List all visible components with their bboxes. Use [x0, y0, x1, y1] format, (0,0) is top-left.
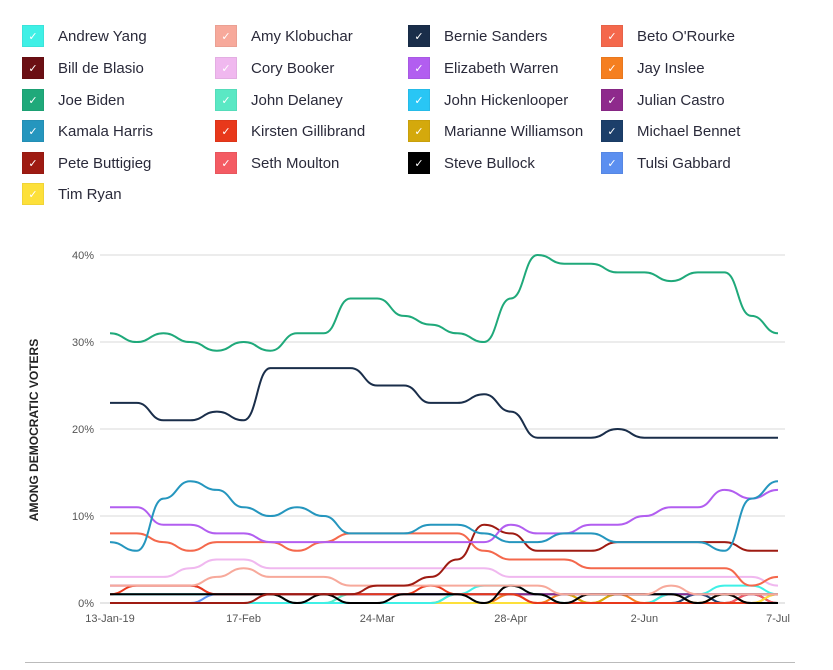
- legend-item[interactable]: ✓ Michael Bennet: [601, 120, 740, 142]
- checkbox-icon[interactable]: ✓: [408, 152, 430, 174]
- checkbox-icon[interactable]: ✓: [215, 57, 237, 79]
- checkbox-icon[interactable]: ✓: [215, 25, 237, 47]
- checkbox-icon[interactable]: ✓: [215, 152, 237, 174]
- series-line-joe-biden[interactable]: [109, 254, 779, 352]
- legend-item[interactable]: ✓ Seth Moulton: [215, 152, 339, 174]
- legend-item[interactable]: ✓ Joe Biden: [22, 89, 125, 111]
- checkbox-icon[interactable]: ✓: [215, 120, 237, 142]
- checkbox-icon[interactable]: ✓: [408, 120, 430, 142]
- legend-label: Marianne Williamson: [444, 122, 584, 140]
- legend-label: Steve Bullock: [444, 154, 535, 172]
- series-line-pete-buttigieg[interactable]: [110, 523, 778, 604]
- x-tick-label: 24-Mar: [360, 613, 395, 625]
- series-line-bernie-sanders[interactable]: [109, 367, 778, 439]
- legend-item[interactable]: ✓ Elizabeth Warren: [408, 57, 559, 79]
- legend-item[interactable]: ✓ Andrew Yang: [22, 25, 147, 47]
- legend-item[interactable]: ✓ Tim Ryan: [22, 183, 122, 205]
- series-line-steve-bullock[interactable]: [110, 584, 778, 604]
- checkbox-icon[interactable]: ✓: [22, 25, 44, 47]
- y-tick-label: 30%: [72, 337, 94, 349]
- x-tick-label: 7-Jul: [766, 613, 790, 625]
- checkbox-icon[interactable]: ✓: [22, 152, 44, 174]
- legend-label: Andrew Yang: [58, 27, 147, 45]
- x-tick-label: 17-Feb: [226, 613, 261, 625]
- checkbox-icon[interactable]: ✓: [22, 183, 44, 205]
- legend-label: Pete Buttigieg: [58, 154, 152, 172]
- bottom-divider: [25, 662, 795, 663]
- legend-item[interactable]: ✓ Marianne Williamson: [408, 120, 583, 142]
- legend-label: Joe Biden: [58, 91, 125, 109]
- legend-label: Tim Ryan: [58, 185, 122, 203]
- series-line-elizabeth-warren[interactable]: [110, 488, 779, 544]
- legend-item[interactable]: ✓ Bernie Sanders: [408, 25, 547, 47]
- series-line-kamala-harris[interactable]: [109, 480, 779, 552]
- legend-label: Amy Klobuchar: [251, 27, 353, 45]
- x-tick-label: 13-Jan-19: [85, 613, 135, 625]
- legend-item[interactable]: ✓ Beto O'Rourke: [601, 25, 735, 47]
- y-axis-title: AMONG DEMOCRATIC VOTERS: [27, 339, 41, 521]
- y-tick-label: 10%: [72, 511, 94, 523]
- legend-label: Julian Castro: [637, 91, 725, 109]
- legend-label: Kirsten Gillibrand: [251, 122, 366, 140]
- legend-item[interactable]: ✓ Amy Klobuchar: [215, 25, 353, 47]
- series-line-beto-o-rourke[interactable]: [110, 532, 779, 587]
- series-line-amy-klobuchar[interactable]: [109, 567, 778, 596]
- checkbox-icon[interactable]: ✓: [408, 57, 430, 79]
- legend-label: Kamala Harris: [58, 122, 154, 140]
- legend-label: Seth Moulton: [251, 154, 340, 172]
- y-tick-label: 20%: [72, 424, 94, 436]
- legend-item[interactable]: ✓ Cory Booker: [215, 57, 334, 79]
- legend-item[interactable]: ✓ Julian Castro: [601, 89, 725, 111]
- legend-label: Elizabeth Warren: [444, 59, 559, 77]
- legend-label: Bernie Sanders: [444, 27, 548, 45]
- checkbox-icon[interactable]: ✓: [601, 120, 623, 142]
- x-tick-label: 2-Jun: [631, 613, 659, 625]
- checkbox-icon[interactable]: ✓: [22, 120, 44, 142]
- y-tick-label: 40%: [72, 250, 94, 262]
- checkbox-icon[interactable]: ✓: [601, 57, 623, 79]
- legend-label: Michael Bennet: [637, 122, 741, 140]
- legend-item[interactable]: ✓ Steve Bullock: [408, 152, 535, 174]
- legend-item[interactable]: ✓ Jay Inslee: [601, 57, 705, 79]
- checkbox-icon[interactable]: ✓: [408, 25, 430, 47]
- legend-item[interactable]: ✓ John Delaney: [215, 89, 343, 111]
- series-line-cory-booker[interactable]: [110, 558, 779, 587]
- checkbox-icon[interactable]: ✓: [22, 57, 44, 79]
- legend-label: Cory Booker: [251, 59, 335, 77]
- x-tick-label: 28-Apr: [494, 613, 527, 625]
- checkbox-icon[interactable]: ✓: [601, 152, 623, 174]
- legend-item[interactable]: ✓ Tulsi Gabbard: [601, 152, 731, 174]
- checkbox-icon[interactable]: ✓: [215, 89, 237, 111]
- legend-label: Beto O'Rourke: [637, 27, 735, 45]
- checkbox-icon[interactable]: ✓: [22, 89, 44, 111]
- checkbox-icon[interactable]: ✓: [601, 89, 623, 111]
- legend-item[interactable]: ✓ Bill de Blasio: [22, 57, 144, 79]
- legend-label: John Delaney: [251, 91, 343, 109]
- legend-label: Bill de Blasio: [58, 59, 144, 77]
- legend-item[interactable]: ✓ Pete Buttigieg: [22, 152, 151, 174]
- legend-item[interactable]: ✓ John Hickenlooper: [408, 89, 568, 111]
- legend-label: Jay Inslee: [637, 59, 705, 77]
- legend-label: Tulsi Gabbard: [637, 154, 731, 172]
- checkbox-icon[interactable]: ✓: [601, 25, 623, 47]
- y-tick-label: 0%: [78, 598, 94, 610]
- legend-item[interactable]: ✓ Kamala Harris: [22, 120, 153, 142]
- checkbox-icon[interactable]: ✓: [408, 89, 430, 111]
- legend-item[interactable]: ✓ Kirsten Gillibrand: [215, 120, 365, 142]
- legend-label: John Hickenlooper: [444, 91, 569, 109]
